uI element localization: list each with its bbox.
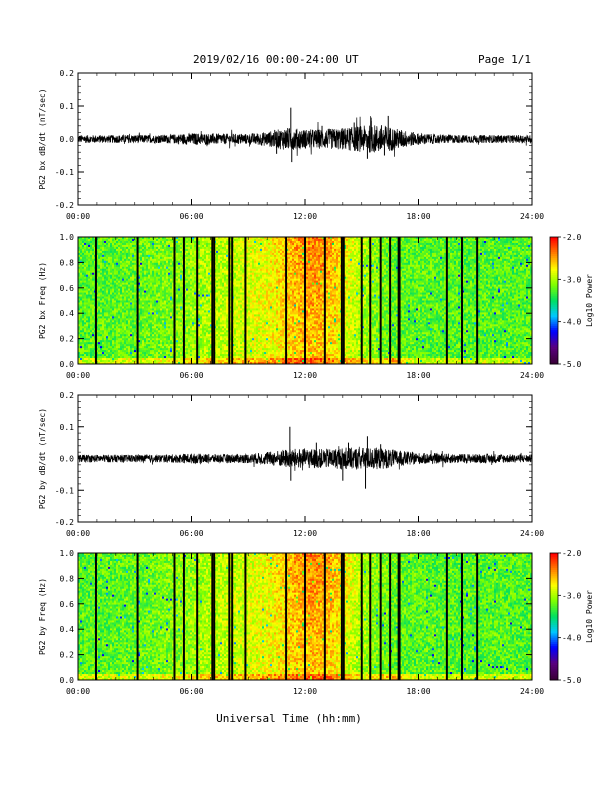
- y-tick-label: 0.2: [60, 69, 75, 78]
- y-tick-label: -0.2: [55, 201, 74, 210]
- panels-group: 00:00 06:00 12:00 18:00 24:00 0.2 0.1 0.0 -0.1 -0…: [38, 69, 594, 696]
- x-tick-label: 12:00: [293, 212, 317, 221]
- x-tick-label: 18:00: [406, 212, 430, 221]
- y-axis-label: PG2 bx dB/dt (nT/sec): [38, 88, 47, 189]
- x-tick-label: 00:00: [66, 212, 90, 221]
- y-tick-label: 0.1: [60, 102, 75, 111]
- waveform-trace: [78, 116, 532, 157]
- magnetometer-figure: 00:00 06:00 12:00 18:00 24:00 0.2 0.1 0.0 -0.1 -0…: [0, 0, 612, 792]
- y-tick-label: 0.0: [60, 135, 75, 144]
- x-tick-label: 24:00: [520, 212, 544, 221]
- bx_wave-panel: 00:00 06:00 12:00 18:00 24:00 0.2 0.1 0.0 -0.1 -0…: [38, 69, 544, 221]
- x-tick-label: 06:00: [179, 212, 203, 221]
- y-tick-label: -0.1: [55, 168, 74, 177]
